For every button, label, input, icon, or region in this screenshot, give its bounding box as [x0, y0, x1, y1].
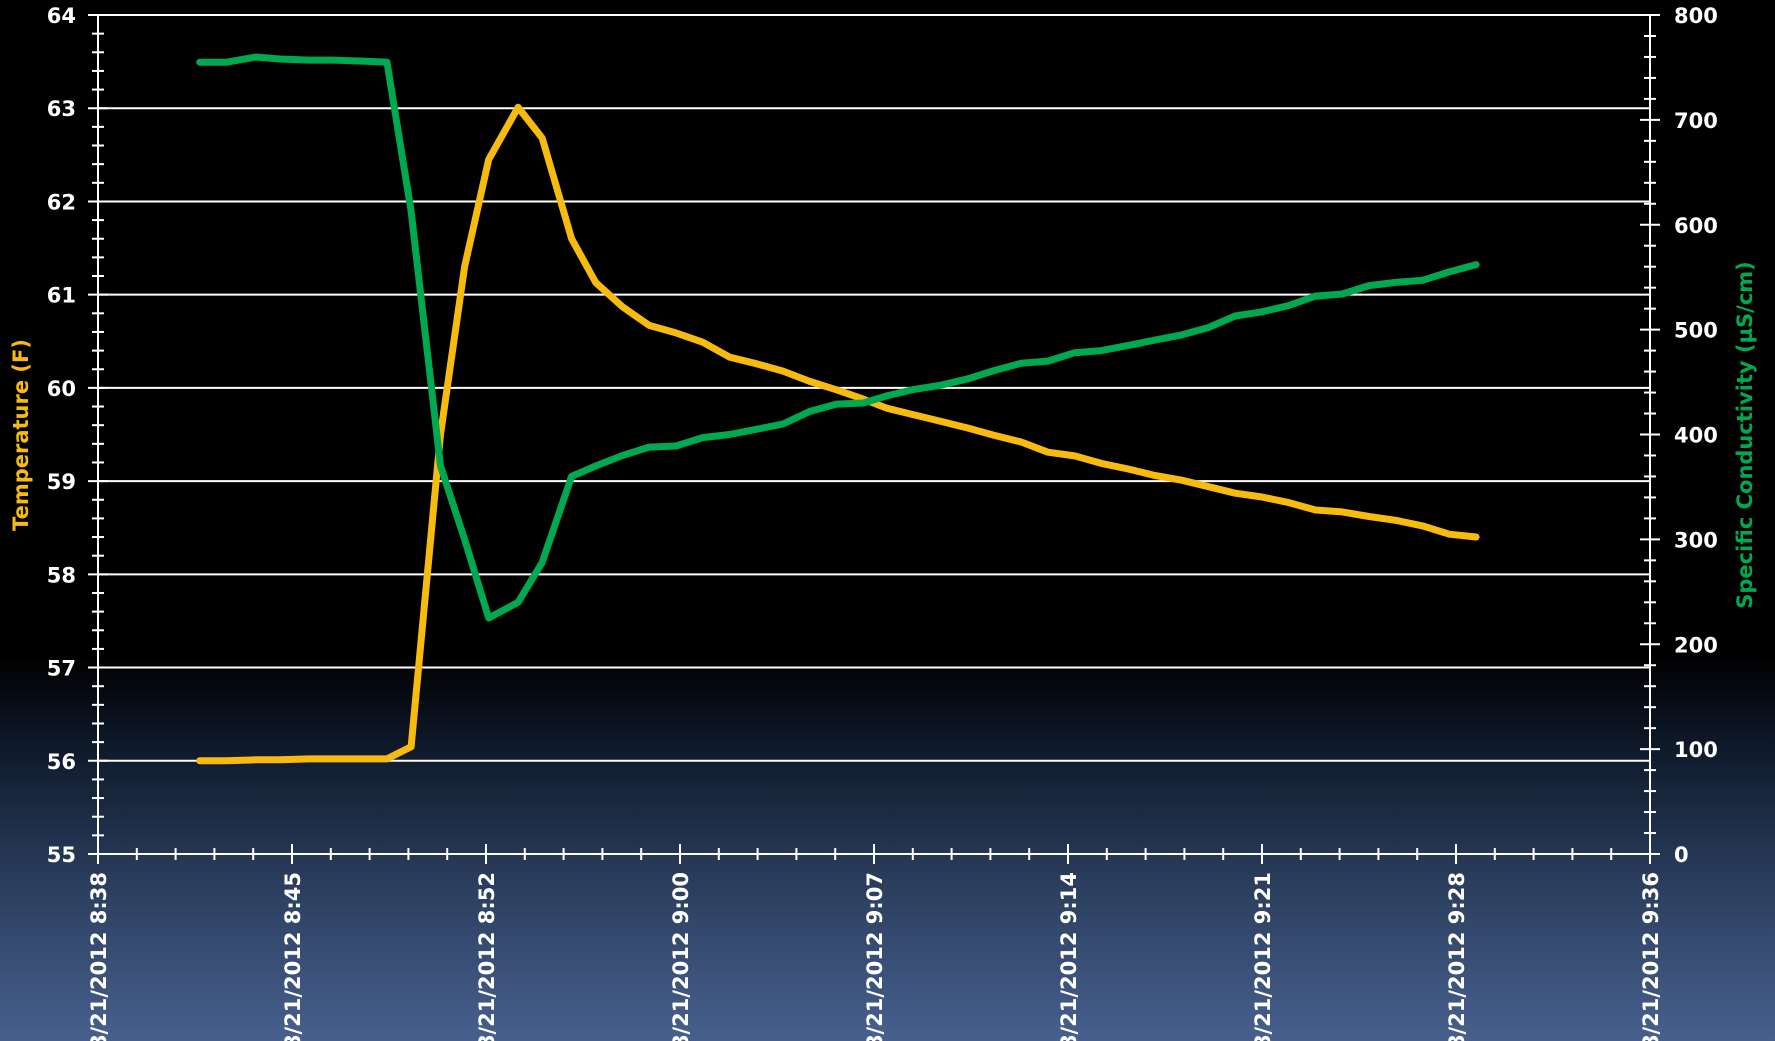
left-tick-label: 64 [47, 4, 76, 28]
left-tick-label: 56 [47, 750, 76, 774]
right-tick-label: 400 [1674, 424, 1718, 448]
x-tick-label: 8/21/2012 9:21 [1251, 872, 1275, 1041]
right-tick-label: 300 [1674, 528, 1718, 552]
x-tick-label: 8/21/2012 9:36 [1639, 872, 1663, 1041]
x-tick-label: 8/21/2012 8:38 [87, 872, 111, 1041]
left-tick-label: 58 [47, 563, 76, 587]
left-tick-label: 62 [47, 190, 76, 214]
conductivity-series-line [196, 53, 1480, 622]
left-axis-title: Temperature (F) [9, 339, 33, 531]
left-tick-label: 59 [47, 470, 76, 494]
right-tick-label: 200 [1674, 633, 1718, 657]
right-tick-label: 600 [1674, 214, 1718, 238]
label-layer: 55 56 57 58 59 60 61 62 63 64 0 100 200 300 400 500 600 7… [47, 4, 1718, 1041]
right-tick-label: 100 [1674, 738, 1718, 762]
x-tick-label: 8/21/2012 9:00 [669, 872, 693, 1041]
left-tick-label: 61 [47, 284, 76, 308]
grid-layer [98, 14, 1650, 762]
right-tick-label: 500 [1674, 319, 1718, 343]
right-tick-label: 700 [1674, 109, 1718, 133]
right-axis-title: Specific Conductivity (µS/cm) [1733, 261, 1757, 609]
axis-layer [88, 14, 1660, 864]
left-tick-label: 63 [47, 97, 76, 121]
temperature-series-line [196, 103, 1480, 765]
left-tick-label: 55 [47, 843, 76, 867]
x-tick-label: 8/21/2012 9:28 [1445, 872, 1469, 1041]
right-tick-label: 0 [1674, 843, 1689, 867]
left-tick-label: 57 [47, 657, 76, 681]
right-tick-label: 800 [1674, 4, 1718, 28]
left-tick-label: 60 [47, 377, 76, 401]
x-tick-label: 8/21/2012 9:14 [1057, 872, 1081, 1041]
x-tick-label: 8/21/2012 8:45 [281, 872, 305, 1041]
series-layer [196, 53, 1480, 765]
x-tick-label: 8/21/2012 9:07 [863, 872, 887, 1041]
x-tick-label: 8/21/2012 8:52 [475, 872, 499, 1041]
